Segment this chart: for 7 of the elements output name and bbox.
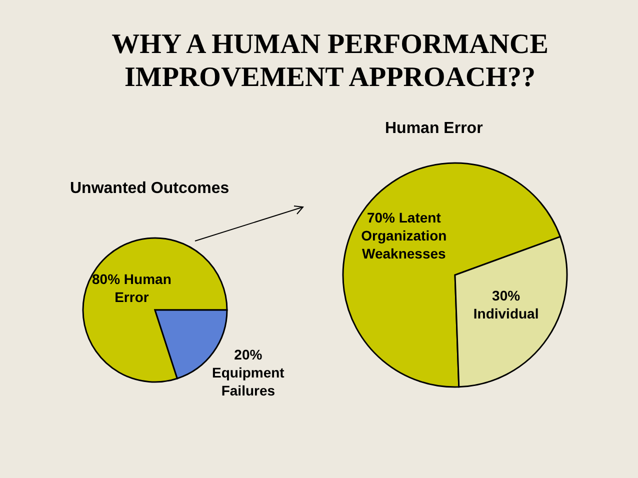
chart-title: WHY A HUMAN PERFORMANCE IMPROVEMENT APPROACH??: [110, 28, 550, 94]
chart-subtitle: Unwanted Outcomes: [70, 180, 230, 198]
slice-label: 70% Latent Organization Weaknesses: [361, 210, 447, 262]
chart-subtitle: Human Error: [385, 120, 483, 138]
slice-label: 20% Equipment Failures: [212, 346, 285, 399]
slice-label: 30% Individual: [473, 287, 539, 322]
slice-label: 80% Human Error: [92, 271, 172, 306]
